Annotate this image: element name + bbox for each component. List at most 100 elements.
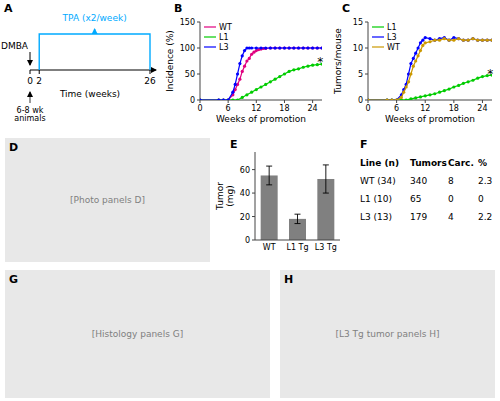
y-axis-label: Incidence (%) [165,30,175,92]
point [231,91,234,94]
y-tick [365,48,368,49]
point [302,46,305,49]
point [248,57,251,60]
point [283,46,286,49]
error-stem [325,165,326,193]
point [234,83,237,86]
tick [39,70,40,74]
point [443,37,446,40]
line-panel: B06121824050100150Weeks of promotionInci… [165,2,324,124]
error-stem [269,166,270,185]
x-tick-label: 12 [420,104,430,113]
point [467,39,470,42]
point [438,91,441,94]
y-axis [255,152,256,240]
background [0,0,500,401]
point [414,59,417,62]
error-cap [266,166,272,167]
bar [261,175,278,240]
point [457,37,460,40]
point [297,67,300,70]
legend-swatch [372,26,384,27]
point [428,93,431,96]
point [236,98,239,100]
tick-label: 2 [36,76,42,86]
point [236,72,239,75]
point [273,46,276,49]
point [476,39,479,42]
point [481,39,484,42]
table-header: Line (n) [360,158,399,168]
point [447,39,450,42]
point [402,91,405,94]
point [255,88,258,91]
table-cell: 2.2 [478,212,492,222]
x-axis-label: Weeks of promotion [216,114,306,124]
series-line [200,48,322,100]
placeholder-area [280,270,495,398]
legend: L1L3WT [372,23,400,52]
y-tick-label: 10 [353,44,363,53]
point [316,46,319,49]
point [385,98,388,100]
point [416,46,419,49]
x-tick-label: L1 Tg [286,243,308,252]
point [273,78,276,81]
panel-label: C [342,2,350,15]
panel-label: D [9,141,18,154]
point [438,39,441,42]
point [283,72,286,75]
y-axis-label: Tumor(mg) [215,182,235,211]
y-tick-label: 20 [240,213,250,222]
point [316,46,319,49]
point [306,46,309,49]
point [368,98,370,100]
event-label: TPA (x2/week) [62,13,127,23]
image-placeholder: D[Photo panels D] [5,138,210,262]
panel-label: G [9,273,18,286]
point [269,80,272,83]
y-tick-label: 50 [185,70,195,79]
point [311,64,314,67]
point [462,39,465,42]
y-axis [368,22,369,100]
table-cell: 340 [410,176,427,186]
annotation: * [487,67,493,81]
placeholder-text: [L3 Tg tumor panels H] [335,329,439,339]
point [241,96,244,99]
error-cap [295,223,301,224]
placeholder-text: [Histology panels G] [92,329,183,339]
y-tick [365,100,368,101]
point [409,62,412,65]
x-tick [256,100,257,103]
legend-swatch [204,26,216,27]
legend-label: L3 [219,43,229,52]
error-bar [323,165,329,193]
timeline-axis [30,69,156,70]
series-line [368,75,492,100]
treatment-bracket [39,34,150,70]
event-label: DMBA [1,41,29,51]
series-line [200,64,322,100]
point [269,46,272,49]
panel-label: A [4,2,13,15]
point [278,46,281,49]
point [278,75,281,78]
panel-label: F [360,138,368,151]
y-tick [197,100,200,101]
x-axis-label: Weeks of promotion [385,114,475,124]
text-line: (mg) [225,185,235,207]
text-line: Tumor [215,182,225,211]
table-cell: 8 [448,176,454,186]
point [292,46,295,49]
y-axis [200,22,201,100]
y-tick [197,74,200,75]
legend-swatch [204,46,216,47]
y-tick [365,74,368,75]
point [407,80,410,83]
point [457,37,460,40]
table-cell: 2.3 [478,176,492,186]
table-cell: 0 [478,194,484,204]
series-line [368,39,492,100]
point [416,54,419,57]
